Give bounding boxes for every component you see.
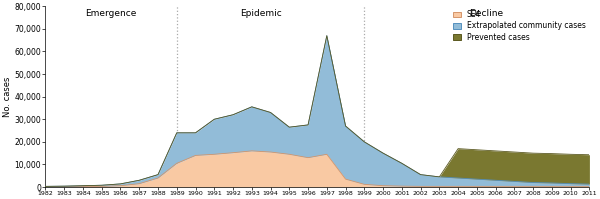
Text: Decline: Decline (469, 9, 503, 18)
Legend: SE4, Extrapolated community cases, Prevented cases: SE4, Extrapolated community cases, Preve… (453, 10, 586, 42)
Text: Epidemic: Epidemic (240, 9, 282, 18)
Y-axis label: No. cases: No. cases (3, 76, 12, 117)
Text: Emergence: Emergence (85, 9, 137, 18)
